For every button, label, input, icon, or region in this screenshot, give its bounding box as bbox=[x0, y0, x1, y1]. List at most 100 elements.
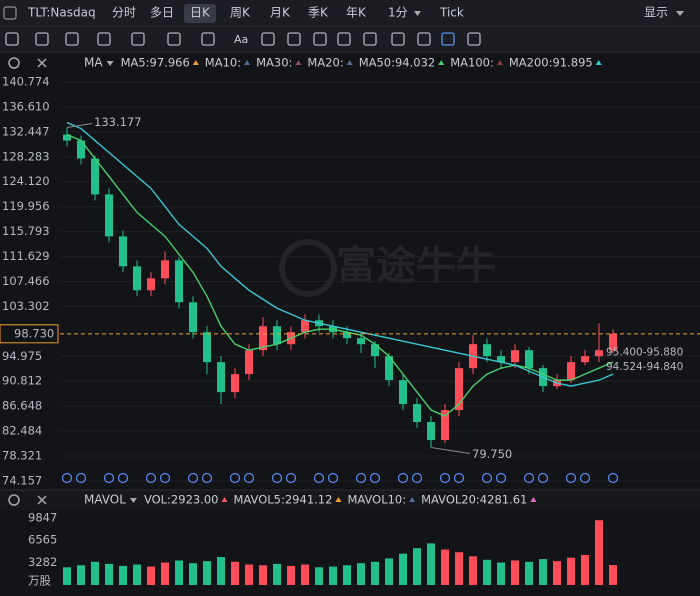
candle-body bbox=[91, 158, 99, 195]
event-marker[interactable] bbox=[285, 472, 297, 484]
volume-bar bbox=[245, 564, 253, 585]
tab[interactable]: 分时 bbox=[112, 6, 136, 20]
volume-bar bbox=[315, 567, 323, 585]
tab[interactable]: 周K bbox=[230, 6, 251, 20]
tool-icon[interactable] bbox=[261, 32, 275, 46]
y-tick-label: 132.447 bbox=[2, 124, 50, 138]
legend-item: MA50:94.032 bbox=[359, 56, 436, 70]
tool-icon[interactable] bbox=[201, 32, 215, 46]
dropdown-arrow bbox=[106, 61, 114, 66]
y-tick-label: 124.120 bbox=[2, 174, 50, 188]
last-price-label: 98.730 bbox=[14, 326, 54, 340]
watermark-logo bbox=[279, 239, 337, 297]
tool-icon[interactable] bbox=[97, 32, 111, 46]
settings-icon[interactable] bbox=[8, 57, 20, 69]
volume-bar bbox=[441, 549, 449, 585]
event-marker[interactable] bbox=[579, 472, 591, 484]
tab[interactable]: Tick bbox=[439, 6, 464, 20]
event-marker[interactable] bbox=[117, 472, 129, 484]
event-marker[interactable] bbox=[61, 472, 73, 484]
dropdown-arrow bbox=[129, 498, 137, 503]
event-marker[interactable] bbox=[271, 472, 283, 484]
display-menu[interactable]: 显示 bbox=[644, 6, 668, 20]
tab[interactable]: 多日 bbox=[150, 6, 174, 20]
candle-body bbox=[609, 333, 617, 351]
tool-icon[interactable] bbox=[313, 32, 327, 46]
volume-bar bbox=[105, 563, 113, 585]
tool-icon[interactable] bbox=[337, 32, 351, 46]
candle-body bbox=[259, 326, 267, 351]
event-marker[interactable] bbox=[159, 472, 171, 484]
tool-icon[interactable] bbox=[5, 32, 19, 46]
event-marker[interactable] bbox=[481, 472, 493, 484]
tool-icon[interactable] bbox=[467, 32, 481, 46]
tool-icon[interactable] bbox=[65, 32, 79, 46]
tool-icon[interactable] bbox=[35, 32, 49, 46]
event-marker[interactable] bbox=[397, 472, 409, 484]
tab[interactable]: 1分 bbox=[388, 6, 408, 20]
tool-icon[interactable] bbox=[287, 32, 301, 46]
tool-icon[interactable] bbox=[441, 32, 455, 46]
y-tick-label: 74.157 bbox=[2, 474, 42, 488]
volume-bar bbox=[217, 557, 225, 585]
event-marker[interactable] bbox=[355, 472, 367, 484]
candle-body bbox=[441, 410, 449, 441]
event-marker[interactable] bbox=[495, 472, 507, 484]
event-marker[interactable] bbox=[327, 472, 339, 484]
legend-item: MA30: bbox=[256, 56, 292, 70]
event-marker[interactable] bbox=[453, 472, 465, 484]
y-tick-label: 128.283 bbox=[2, 149, 50, 163]
volume-bar bbox=[161, 562, 169, 585]
y-tick-label: 103.302 bbox=[2, 299, 50, 313]
event-marker[interactable] bbox=[145, 472, 157, 484]
volume-bar bbox=[147, 566, 155, 585]
candle-body bbox=[147, 278, 155, 291]
tool-icon[interactable] bbox=[167, 32, 181, 46]
layout-icon[interactable] bbox=[3, 6, 17, 20]
event-marker[interactable] bbox=[243, 472, 255, 484]
event-marker[interactable] bbox=[201, 472, 213, 484]
event-marker[interactable] bbox=[229, 472, 241, 484]
tool-icon[interactable] bbox=[131, 32, 145, 46]
y-tick-label: 86.648 bbox=[2, 399, 42, 413]
event-marker[interactable] bbox=[523, 472, 535, 484]
close-icon[interactable] bbox=[37, 495, 47, 505]
legend-arrow bbox=[335, 497, 342, 502]
volume-bar bbox=[133, 564, 141, 585]
volume-bar bbox=[259, 565, 267, 585]
tab[interactable]: 日K bbox=[190, 6, 211, 20]
tab[interactable]: 季K bbox=[308, 6, 329, 20]
event-marker[interactable] bbox=[565, 472, 577, 484]
volume-bar bbox=[399, 553, 407, 585]
tool-icon[interactable] bbox=[417, 32, 431, 46]
legend-item: MA20: bbox=[307, 56, 343, 70]
candle-body bbox=[133, 266, 141, 291]
legend-arrow bbox=[221, 497, 228, 502]
event-marker[interactable] bbox=[607, 472, 619, 484]
candle-body bbox=[161, 260, 169, 279]
volume-bar bbox=[329, 566, 337, 585]
close-icon[interactable] bbox=[37, 58, 47, 68]
volume-bar bbox=[581, 555, 589, 585]
event-marker[interactable] bbox=[187, 472, 199, 484]
tab[interactable]: 年K bbox=[346, 6, 367, 20]
event-marker[interactable] bbox=[369, 472, 381, 484]
tab[interactable]: 月K bbox=[270, 6, 291, 20]
event-marker[interactable] bbox=[537, 472, 549, 484]
event-marker[interactable] bbox=[411, 472, 423, 484]
event-marker[interactable] bbox=[103, 472, 115, 484]
legend-arrow bbox=[409, 497, 416, 502]
legend-item: MA5:97.966 bbox=[121, 56, 190, 70]
tool-icon[interactable] bbox=[363, 32, 377, 46]
event-marker[interactable] bbox=[75, 472, 87, 484]
volume-bar bbox=[189, 563, 197, 585]
event-marker[interactable] bbox=[313, 472, 325, 484]
candle-body bbox=[567, 362, 575, 381]
tool-icon[interactable] bbox=[391, 32, 405, 46]
event-marker[interactable] bbox=[439, 472, 451, 484]
settings-icon[interactable] bbox=[8, 494, 20, 506]
tool-text[interactable]: Aa bbox=[234, 33, 248, 46]
volume-bar bbox=[469, 556, 477, 585]
candle-body bbox=[175, 260, 183, 303]
legend-item: MAVOL20:4281.61 bbox=[421, 493, 527, 507]
